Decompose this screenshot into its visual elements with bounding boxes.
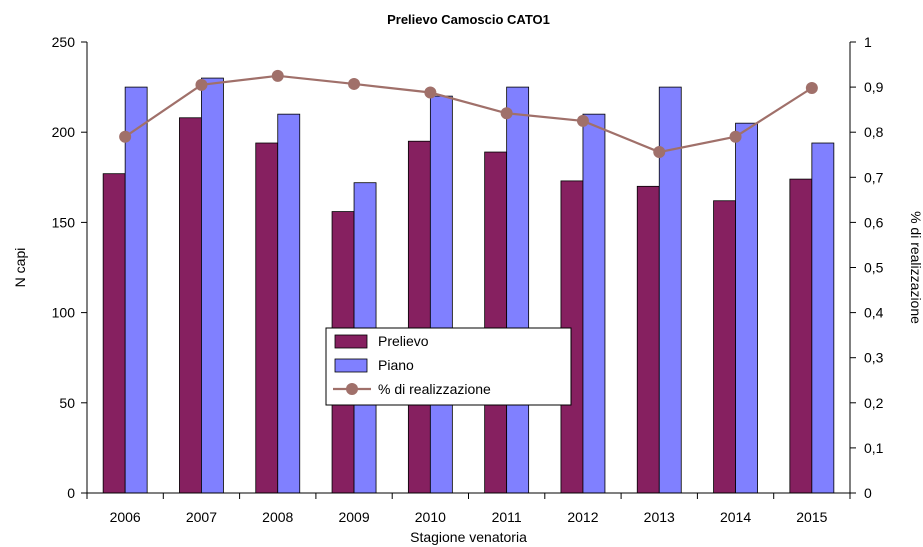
point-realizzazione-2009 [348,77,361,90]
y2-tick-label-0,6: 0,6 [864,214,884,230]
y-tick-label-250: 250 [52,34,76,50]
x-tick-label-2011: 2011 [492,509,522,525]
x-tick-label-2013: 2013 [644,509,675,525]
legend: Prelievo Piano % di realizzazione [325,327,572,406]
bar-piano-2011 [506,86,530,494]
legend-marker--di-realizzazione [346,383,358,395]
y-tick-label-100: 100 [52,305,76,321]
point-realizzazione-2008 [271,69,284,82]
x-tick-label-2008: 2008 [262,509,293,525]
bar-prelievo-2008 [255,142,279,494]
y-tick-label-150: 150 [52,214,76,230]
bar-piano-2007 [201,77,224,494]
point-realizzazione-2013 [653,146,666,159]
bar-prelievo-2013 [636,185,660,494]
y-tick-label-0: 0 [67,485,75,501]
plot-area: 0 50 100 150 200 250 0 0,1 0,2 0,3 0,4 0,5 0,6 0,7 0,8… [52,34,884,525]
y2-axis-label: % di realizzazione [908,211,923,324]
legend-swatch-piano [334,358,368,373]
y2-tick-label-0: 0 [864,485,872,501]
y2-tick-label-0,7: 0,7 [864,169,884,185]
bar-prelievo-2015 [789,178,813,494]
y2-tick-label-0,3: 0,3 [864,350,884,366]
y-tick-label-50: 50 [59,395,75,411]
x-tick-label-2009: 2009 [338,509,369,525]
bar-piano-2010 [429,95,453,494]
point-realizzazione-2011 [500,107,513,120]
legend-swatch-prelievo [334,334,368,349]
bar-piano-2008 [277,113,301,494]
bar-piano-2006 [124,86,148,494]
bar-prelievo-2010 [407,140,431,494]
bar-piano-2012 [582,113,606,494]
point-realizzazione-2015 [805,82,818,95]
y2-tick-label-0,9: 0,9 [864,79,884,95]
point-realizzazione-2006 [119,130,132,143]
y2-tick-label-0,4: 0,4 [864,305,884,321]
y-tick-label-200: 200 [52,124,76,140]
bar-piano-2015 [811,142,835,494]
point-realizzazione-2007 [195,78,208,91]
chart-title: Prelievo Camoscio CATO1 [387,12,550,27]
line-realizzazione [124,74,813,154]
y2-tick-label-0,1: 0,1 [864,440,884,456]
legend-label--di-realizzazione: % di realizzazione [378,381,491,397]
x-tick-label-2012: 2012 [567,509,598,525]
y2-tick-label-0,5: 0,5 [864,260,884,276]
point-realizzazione-2014 [729,130,742,143]
x-axis-label: Stagione venatoria [410,529,527,545]
bar-prelievo-2011 [484,151,508,494]
y-axis-label: N capi [12,248,28,288]
bar-prelievo-2007 [179,117,202,494]
x-tick-label-2015: 2015 [796,509,827,525]
point-realizzazione-2012 [576,114,589,127]
x-tick-label-2010: 2010 [415,509,446,525]
legend-label-piano: Piano [378,357,414,373]
x-tick-label-2007: 2007 [186,509,217,525]
y2-tick-label-1: 1 [864,34,872,50]
y2-tick-label-0,8: 0,8 [864,124,884,140]
x-tick-label-2014: 2014 [720,509,751,525]
x-tick-label-2006: 2006 [110,509,141,525]
bar-prelievo-2014 [713,200,736,494]
bar-prelievo-2006 [102,173,126,494]
bar-piano-2014 [735,122,758,494]
legend-label-prelievo: Prelievo [378,333,429,349]
y2-tick-label-0,2: 0,2 [864,395,884,411]
point-realizzazione-2010 [424,86,437,99]
